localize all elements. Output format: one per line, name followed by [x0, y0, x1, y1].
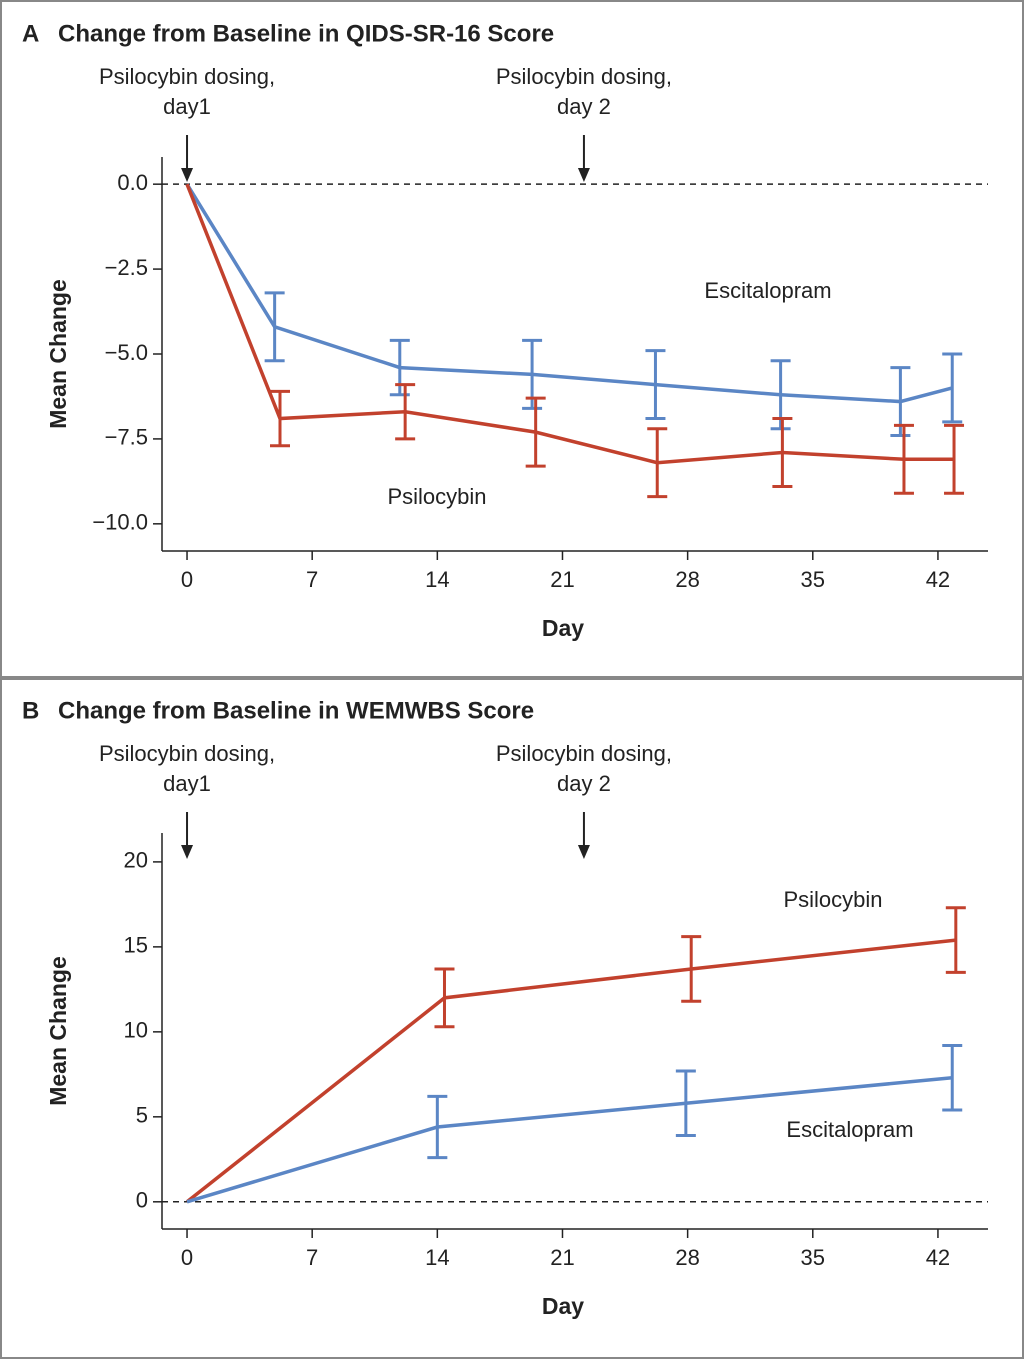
annotation: day1 [163, 94, 211, 119]
error-bar [434, 967, 455, 1029]
series-label: Escitalopram [704, 278, 831, 303]
error-bar [945, 906, 966, 974]
x-tick-label: 21 [550, 567, 574, 592]
panel-letter: A [22, 20, 39, 47]
series-label: Escitalopram [786, 1117, 913, 1142]
y-tick-label: 20 [124, 848, 148, 873]
series-label: Psilocybin [783, 887, 882, 912]
x-tick-label: 28 [675, 1245, 699, 1270]
y-axis-title: Mean Change [45, 279, 71, 429]
error-bar [681, 935, 702, 1003]
annotation: day 2 [557, 771, 611, 796]
y-tick-label: 0 [136, 1188, 148, 1213]
x-tick-label: 14 [425, 1245, 449, 1270]
panel-frame [0, 678, 1024, 1359]
y-tick-label: −2.5 [105, 255, 148, 280]
x-tick-label: 14 [425, 567, 449, 592]
y-tick-label: −10.0 [92, 510, 148, 535]
panel-frame [0, 0, 1024, 678]
error-bar [944, 423, 965, 495]
error-bar [647, 427, 668, 499]
error-bar [525, 396, 546, 468]
series-line [185, 938, 957, 1204]
x-tick-label: 21 [550, 1245, 574, 1270]
error-bar [893, 423, 914, 495]
annotation: day 2 [557, 94, 611, 119]
error-bar [427, 1094, 448, 1160]
error-bar [270, 389, 290, 448]
x-tick-label: 7 [306, 1245, 318, 1270]
y-tick-label: −7.5 [105, 425, 148, 450]
y-tick-label: 5 [136, 1103, 148, 1128]
error-bar [942, 1043, 963, 1112]
x-tick-label: 35 [801, 1245, 825, 1270]
annotation: Psilocybin dosing, [496, 64, 672, 89]
arrow-head [577, 168, 590, 182]
y-tick-label: −5.0 [105, 340, 148, 365]
series-line [186, 1075, 953, 1204]
series-line [185, 183, 955, 465]
arrow-head [181, 168, 194, 182]
x-tick-label: 42 [926, 1245, 950, 1270]
y-tick-label: 10 [124, 1018, 148, 1043]
error-bar [772, 417, 793, 488]
y-axis-title: Mean Change [45, 956, 71, 1106]
annotation: Psilocybin dosing, [99, 64, 275, 89]
chart-title: Change from Baseline in WEMWBS Score [58, 697, 534, 724]
panel-letter: B [22, 697, 39, 724]
error-bar [942, 352, 963, 424]
annotation: Psilocybin dosing, [496, 741, 672, 766]
chart-title: Change from Baseline in QIDS-SR-16 Score [58, 20, 554, 47]
y-tick-label: 15 [124, 933, 148, 958]
arrow-head [577, 845, 590, 859]
error-bar [395, 383, 416, 441]
x-tick-label: 35 [801, 567, 825, 592]
x-axis-title: Day [542, 615, 584, 641]
arrow-head [181, 845, 194, 859]
x-tick-label: 28 [675, 567, 699, 592]
x-axis-title: Day [542, 1293, 584, 1319]
error-bar [675, 1069, 696, 1138]
annotation: Psilocybin dosing, [99, 741, 275, 766]
series-line [185, 183, 953, 404]
series-label: Psilocybin [387, 484, 486, 509]
x-tick-label: 0 [181, 1245, 193, 1270]
y-tick-label: 0.0 [117, 170, 148, 195]
x-tick-label: 42 [926, 567, 950, 592]
error-bar [645, 349, 666, 421]
annotation: day1 [163, 771, 211, 796]
x-tick-label: 0 [181, 567, 193, 592]
error-bar [264, 291, 285, 363]
x-tick-label: 7 [306, 567, 318, 592]
